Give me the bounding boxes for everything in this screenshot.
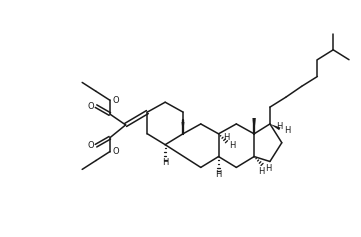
Text: H: H: [216, 170, 222, 179]
Text: H: H: [223, 133, 230, 142]
Text: O: O: [113, 147, 119, 156]
Polygon shape: [252, 118, 256, 134]
Text: O: O: [87, 141, 94, 150]
Text: H: H: [284, 126, 291, 135]
Text: H: H: [265, 164, 271, 173]
Text: H: H: [162, 158, 168, 167]
Text: H: H: [229, 141, 236, 150]
Text: O: O: [113, 96, 119, 105]
Polygon shape: [270, 124, 280, 130]
Text: O: O: [87, 102, 94, 111]
Text: H: H: [276, 122, 282, 131]
Polygon shape: [182, 122, 184, 134]
Text: H: H: [258, 167, 264, 176]
